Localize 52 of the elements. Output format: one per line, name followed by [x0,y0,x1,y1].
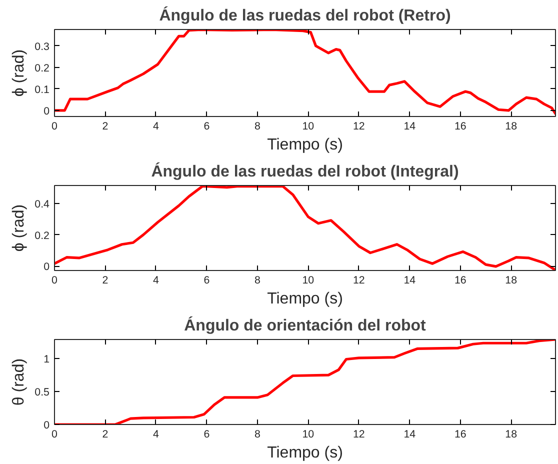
x-tick-label: 12 [352,428,365,440]
x-tick-label: 2 [102,120,108,132]
y-tick-label: 0.4 [34,198,50,210]
x-tick-label: 8 [254,428,260,440]
x-tick-label: 8 [254,274,260,286]
x-tick-label: 2 [102,428,108,440]
y-axis-title: θ (rad) [10,358,28,406]
x-tick-label: 4 [153,274,160,286]
chart-title: Ángulo de las ruedas del robot (Retro) [159,6,451,24]
y-tick-label: 0.1 [34,84,50,96]
y-axis-title: ϕ (rad) [10,49,28,97]
y-tick-label: 0.3 [34,40,50,53]
x-tick-label: 12 [352,274,365,286]
x-tick-label: 4 [153,120,160,132]
y-tick-label: 0 [44,261,50,274]
x-axis-title: Tiempo (s) [267,290,343,308]
x-tick-label: 14 [404,120,416,132]
x-tick-label: 16 [454,274,466,286]
x-tick-label: 4 [153,428,160,440]
y-tick-label: 0 [44,420,50,432]
y-tick-label: 0.2 [34,62,50,74]
y-tick-label: 0 [44,105,50,118]
line-series [54,186,556,270]
y-tick-label: 1 [44,354,50,366]
chart-title: Ángulo de orientación del robot [184,316,427,334]
x-tick-label: 14 [404,428,416,440]
x-tick-label: 10 [302,120,314,132]
x-tick-label: 16 [454,120,466,132]
x-tick-label: 6 [204,428,210,440]
x-tick-label: 14 [404,274,416,286]
y-axis-title: ϕ (rad) [10,204,28,252]
x-tick-label: 18 [505,274,518,286]
x-tick-label: 18 [505,120,518,132]
x-tick-label: 8 [254,120,260,132]
x-tick-label: 0 [52,428,58,440]
x-axis-title: Tiempo (s) [267,444,343,462]
x-tick-label: 16 [454,428,466,440]
x-tick-label: 10 [302,274,314,286]
x-tick-label: 2 [102,274,108,286]
y-tick-label: 0.5 [34,386,50,399]
x-tick-label: 6 [204,274,210,286]
x-tick-label: 6 [204,120,210,132]
x-tick-label: 12 [352,120,365,132]
x-tick-label: 0 [52,120,58,132]
x-tick-label: 0 [52,274,58,286]
y-tick-label: 0.2 [34,230,50,242]
x-tick-label: 18 [505,428,518,440]
x-axis-title: Tiempo (s) [267,136,343,154]
line-series [54,340,556,424]
line-series [54,30,556,115]
chart-title: Ángulo de las ruedas del robot (Integral) [151,162,459,180]
x-tick-label: 10 [302,428,314,440]
